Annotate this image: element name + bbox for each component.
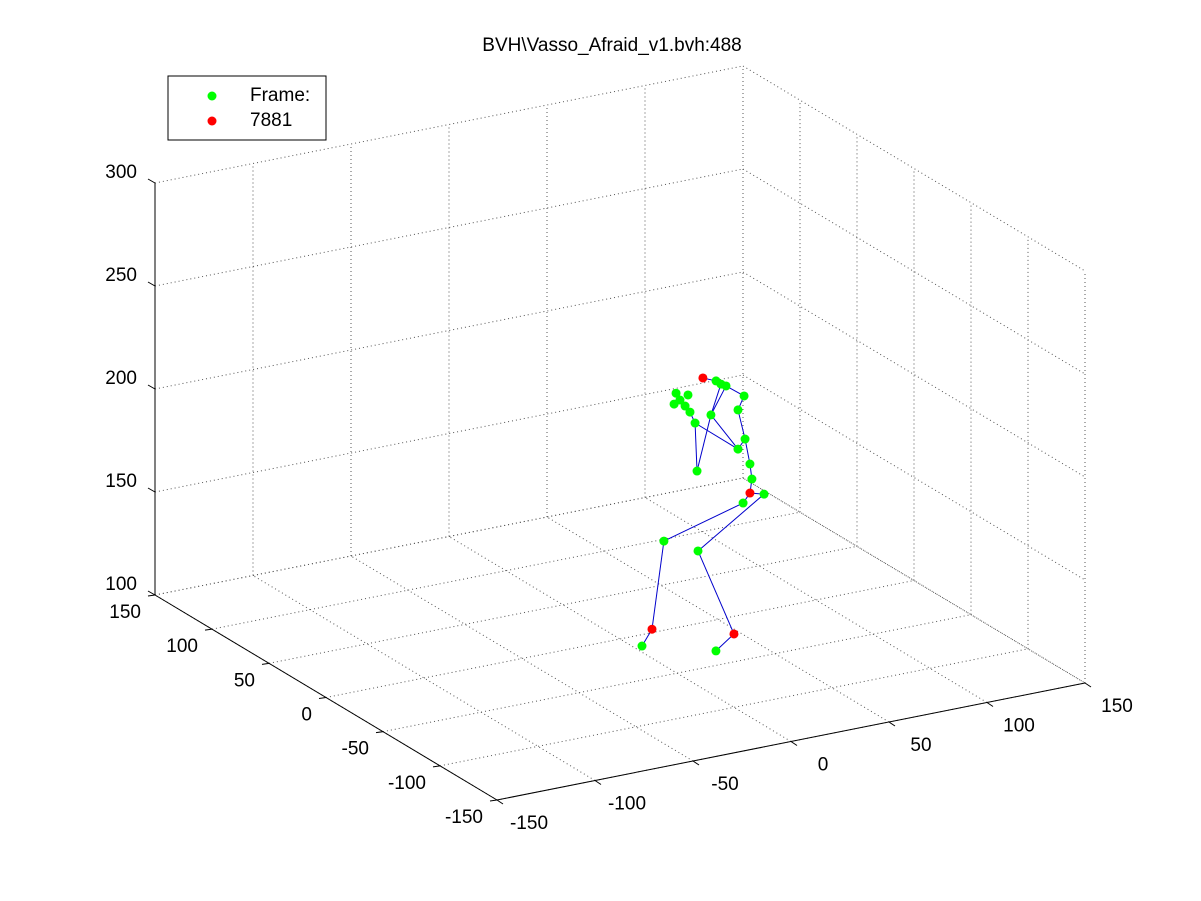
- joint: [711, 646, 721, 656]
- joint: [637, 641, 647, 651]
- joint: [683, 390, 693, 400]
- tick-mark: [888, 721, 896, 727]
- joint: [745, 459, 755, 469]
- y-tick-label: -100: [388, 773, 426, 794]
- axes: -150 -100 -50 0 50 100 150 -150 -100 -50 0 50 100 150…: [105, 162, 1133, 834]
- grid-line: [742, 374, 1086, 581]
- bone: [651, 540, 665, 630]
- bone: [696, 414, 712, 472]
- bone: [663, 502, 744, 542]
- bone: [710, 385, 727, 416]
- joint: [693, 546, 703, 556]
- legend: Frame: 7881: [167, 75, 327, 141]
- tick-mark: [375, 731, 384, 734]
- tick-mark: [147, 594, 156, 597]
- joint: [685, 407, 695, 417]
- joint: [669, 399, 679, 409]
- joint: [740, 434, 750, 444]
- tick-mark: [147, 590, 156, 596]
- bone: [697, 493, 765, 552]
- points: [637, 373, 769, 656]
- tick-mark: [489, 799, 498, 802]
- bone: [694, 422, 698, 472]
- y-tick-label: 0: [301, 705, 312, 726]
- x-tick-label: -150: [510, 813, 548, 834]
- tick-mark: [318, 697, 327, 699]
- chart-title: BVH\Vasso_Afraid_v1.bvh:488: [482, 35, 741, 56]
- joint: [729, 629, 739, 639]
- x-axis: [496, 682, 1086, 801]
- bone: [697, 550, 735, 635]
- legend-box: [167, 75, 327, 141]
- grid-line: [742, 65, 1086, 272]
- grid-line: [546, 516, 890, 723]
- joint: [698, 373, 708, 383]
- y-tick-label: 100: [166, 636, 198, 657]
- bone: [710, 414, 739, 450]
- joint: [745, 488, 755, 498]
- x-tick-label: 50: [910, 735, 931, 756]
- tick-mark: [594, 780, 602, 785]
- tick-mark: [147, 178, 156, 184]
- x-tick-label: 100: [1003, 716, 1035, 737]
- joint: [738, 498, 748, 508]
- joint: [739, 391, 749, 401]
- grid-line: [742, 477, 1086, 684]
- x-tick-label: -100: [608, 794, 646, 815]
- joint: [659, 536, 669, 546]
- joint: [716, 379, 726, 389]
- y-axis: [154, 594, 498, 801]
- tick-mark: [261, 662, 270, 665]
- z-tick-label: 150: [105, 471, 137, 492]
- tick-mark: [986, 702, 994, 707]
- tick-mark: [204, 628, 213, 631]
- legend-label: 7881: [250, 110, 292, 131]
- y-tick-label: 50: [234, 670, 255, 691]
- x-tick-label: -50: [711, 774, 738, 795]
- y-tick-label: -50: [342, 739, 369, 760]
- tick-mark: [1084, 682, 1092, 688]
- grid-line: [742, 168, 1086, 375]
- x-tick-label: 0: [818, 755, 829, 776]
- y-tick-label: -150: [445, 807, 483, 828]
- joint: [747, 474, 757, 484]
- joint: [647, 624, 657, 634]
- joint: [706, 410, 716, 420]
- z-tick-label: 250: [105, 265, 137, 286]
- tick-mark: [147, 281, 156, 287]
- tick-mark: [147, 487, 156, 493]
- z-tick-label: 200: [105, 368, 137, 389]
- joint: [680, 401, 690, 411]
- grid-line: [252, 575, 596, 781]
- joint: [733, 405, 743, 415]
- joint: [692, 466, 702, 476]
- bone: [710, 383, 722, 416]
- tick-mark: [692, 760, 700, 766]
- skeleton: [641, 377, 765, 652]
- tick-mark: [147, 384, 156, 390]
- legend-marker: [207, 116, 217, 126]
- grid-line: [448, 536, 792, 742]
- bone: [737, 409, 746, 440]
- grid-line: [742, 271, 1086, 478]
- joint: [671, 388, 681, 398]
- tick-mark: [432, 765, 441, 768]
- grid-line: [644, 497, 988, 703]
- joint: [690, 418, 700, 428]
- tick-mark: [790, 741, 798, 746]
- grid-line: [350, 555, 694, 762]
- legend-label: Frame:: [250, 85, 310, 106]
- joint: [759, 489, 769, 499]
- z-tick-label: 300: [105, 162, 137, 183]
- x-tick-label: 150: [1101, 696, 1133, 717]
- bone: [694, 422, 739, 450]
- joint: [733, 444, 743, 454]
- tick-mark: [496, 799, 504, 805]
- legend-marker: [207, 91, 217, 101]
- z-tick-label: 100: [105, 574, 137, 595]
- y-tick-label: 150: [109, 602, 141, 623]
